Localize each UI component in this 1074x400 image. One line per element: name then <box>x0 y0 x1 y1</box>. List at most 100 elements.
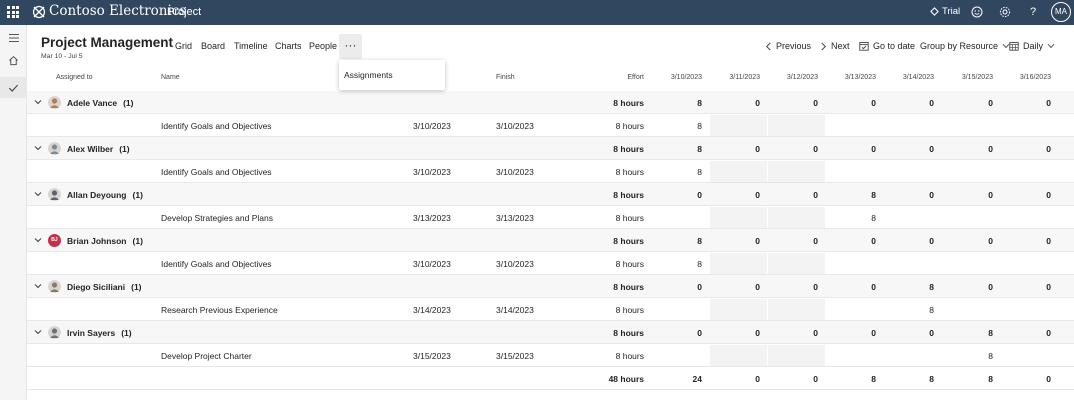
column-header-effort[interactable]: Effort <box>627 74 644 81</box>
resource-name-text: Allan Deyoung <box>67 190 127 200</box>
non-working-cell <box>768 253 825 274</box>
task-start: 3/10/2023 <box>413 259 451 269</box>
column-header-date[interactable]: 3/11/2023 <box>729 74 760 81</box>
task-finish: 3/13/2023 <box>496 213 534 223</box>
tab-people[interactable]: People <box>309 41 338 51</box>
column-header-date[interactable]: 3/15/2023 <box>961 74 993 81</box>
chevron-down-icon[interactable] <box>33 189 43 199</box>
task-row[interactable]: Research Previous Experience 3/14/2023 3/1… <box>27 298 1074 321</box>
task-row[interactable]: Develop Project Charter 3/15/2023 3/15/202… <box>27 344 1074 367</box>
column-header-name[interactable]: Name <box>161 74 180 81</box>
group-day-value: 0 <box>871 98 876 108</box>
resource-name: Alex Wilber (1) <box>67 144 130 154</box>
user-avatar[interactable]: MA <box>1051 2 1071 22</box>
diamond-icon <box>930 7 939 16</box>
go-to-date-label: Go to date <box>873 41 916 51</box>
task-name[interactable]: Research Previous Experience <box>161 305 278 315</box>
group-day-value: 0 <box>697 190 702 200</box>
group-day-value: 0 <box>929 190 934 200</box>
chevron-down-icon[interactable] <box>33 143 43 153</box>
help-icon[interactable]: ? <box>1029 6 1037 18</box>
tab-board[interactable]: Board <box>201 41 226 51</box>
column-header-date[interactable]: 3/14/2023 <box>902 74 934 81</box>
task-day-value[interactable]: 8 <box>929 305 934 315</box>
chevron-down-icon[interactable] <box>33 327 43 337</box>
tab-timeline[interactable]: Timeline <box>234 41 268 51</box>
task-day-value[interactable]: 8 <box>871 213 876 223</box>
my-tasks-check-icon[interactable] <box>6 80 21 95</box>
hamburger-menu-icon[interactable] <box>6 30 21 45</box>
task-row[interactable]: Identify Goals and Objectives 3/10/2023 3/… <box>27 252 1074 275</box>
next-button[interactable]: Next <box>820 41 850 51</box>
calendar-check-icon <box>859 42 869 51</box>
trial-button[interactable]: Trial <box>930 6 960 17</box>
group-day-value: 0 <box>755 98 760 108</box>
more-tabs-button[interactable]: ··· <box>339 34 362 59</box>
chevron-down-icon[interactable] <box>33 97 43 107</box>
chevron-down-icon[interactable] <box>33 235 43 245</box>
menu-item-assignments[interactable]: Assignments <box>344 70 393 80</box>
group-day-value: 0 <box>1046 190 1051 200</box>
go-to-date-button[interactable]: Go to date <box>859 41 915 51</box>
group-day-value: 0 <box>929 236 934 246</box>
resource-group-row[interactable]: Adele Vance (1) 8 hours 8 0 0 0 0 0 0 <box>27 91 1074 114</box>
chevron-down-icon <box>1002 43 1010 49</box>
group-day-value: 8 <box>871 190 876 200</box>
resource-count: (1) <box>121 328 132 338</box>
group-by-dropdown[interactable]: Group by Resource <box>920 41 1010 51</box>
group-day-value: 0 <box>1046 236 1051 246</box>
task-row[interactable]: Develop Strategies and Plans 3/13/2023 3/1… <box>27 206 1074 229</box>
app-name[interactable]: Project <box>167 6 202 18</box>
task-start: 3/15/2023 <box>413 351 451 361</box>
task-day-value[interactable]: 8 <box>697 167 702 177</box>
column-header-assigned-to[interactable]: Assigned to <box>56 74 93 81</box>
task-name[interactable]: Identify Goals and Objectives <box>161 167 272 177</box>
task-day-value[interactable]: 8 <box>988 351 993 361</box>
timescale-label: Daily <box>1023 41 1044 51</box>
task-day-value[interactable]: 8 <box>697 259 702 269</box>
resource-name-text: Diego Siciliani <box>67 282 126 292</box>
timescale-dropdown[interactable]: Daily <box>1009 41 1055 51</box>
column-header-date[interactable]: 3/16/2023 <box>1019 74 1051 81</box>
resource-group-row[interactable]: BJ Brian Johnson (1) 8 hours 8 0 0 0 0 0 0 <box>27 229 1074 252</box>
group-day-value: 8 <box>929 282 934 292</box>
resource-group-row[interactable]: Irvin Sayers (1) 8 hours 0 0 0 0 0 8 0 <box>27 321 1074 344</box>
column-header-date[interactable]: 3/10/2023 <box>670 74 702 81</box>
task-name[interactable]: Develop Project Charter <box>161 351 252 361</box>
resource-count: (1) <box>132 190 143 200</box>
settings-gear-icon[interactable] <box>998 5 1012 19</box>
resource-group-row[interactable]: Diego Siciliani (1) 8 hours 0 0 0 0 8 0 0 <box>27 275 1074 298</box>
non-working-cell <box>710 115 767 136</box>
resource-group-row[interactable]: Alex Wilber (1) 8 hours 8 0 0 0 0 0 0 <box>27 137 1074 160</box>
feedback-smiley-icon[interactable] <box>970 5 984 19</box>
column-header-date[interactable]: 3/13/2023 <box>844 74 876 81</box>
app-launcher-icon[interactable] <box>7 6 19 18</box>
non-working-cell <box>710 161 767 182</box>
task-row[interactable]: Identify Goals and Objectives 3/10/2023 3/… <box>27 160 1074 183</box>
group-day-value: 0 <box>697 328 702 338</box>
total-day-value: 8 <box>988 374 993 384</box>
tab-charts[interactable]: Charts <box>275 41 302 51</box>
group-day-value: 0 <box>755 282 760 292</box>
home-icon[interactable] <box>6 53 21 68</box>
task-name[interactable]: Identify Goals and Objectives <box>161 121 272 131</box>
task-effort: 8 hours <box>615 167 644 177</box>
tab-grid[interactable]: Grid <box>175 41 193 51</box>
left-rail <box>0 25 27 400</box>
task-name[interactable]: Identify Goals and Objectives <box>161 259 272 269</box>
non-working-cell <box>710 253 767 274</box>
column-header-date[interactable]: 3/12/2023 <box>786 74 818 81</box>
resource-name-text: Brian Johnson <box>67 236 127 246</box>
chevron-down-icon[interactable] <box>33 281 43 291</box>
task-finish: 3/14/2023 <box>496 305 534 315</box>
brand-name[interactable]: Contoso Electronics <box>49 3 187 19</box>
resource-group-row[interactable]: Allan Deyoung (1) 8 hours 0 0 0 8 0 0 0 <box>27 183 1074 206</box>
previous-button[interactable]: Previous <box>765 41 811 51</box>
task-name[interactable]: Develop Strategies and Plans <box>161 213 273 223</box>
task-day-value[interactable]: 8 <box>697 121 702 131</box>
task-finish: 3/15/2023 <box>496 351 534 361</box>
column-header-finish[interactable]: Finish <box>496 74 515 81</box>
resource-count: (1) <box>119 144 130 154</box>
task-row[interactable]: Identify Goals and Objectives 3/10/2023 3/… <box>27 114 1074 137</box>
chevron-left-icon <box>765 42 771 50</box>
